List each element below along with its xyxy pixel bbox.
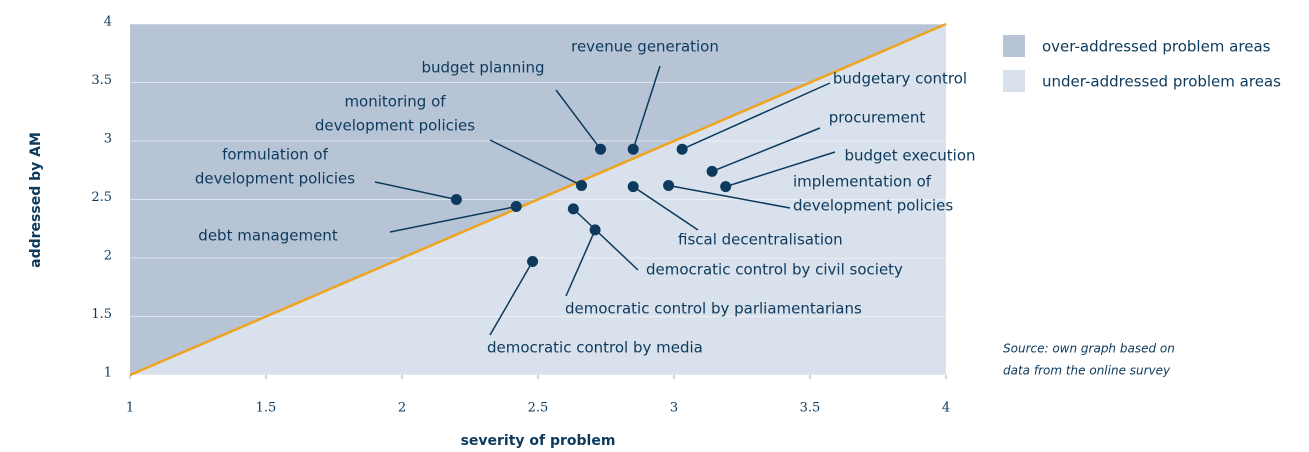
point-label: formulation of: [222, 146, 329, 164]
point-label: development policies: [315, 117, 475, 135]
point-label: debt management: [198, 227, 338, 245]
source-note: data from the online survey: [1003, 364, 1171, 378]
point: [567, 203, 579, 215]
leader-line: [668, 184, 791, 209]
point: [706, 165, 718, 177]
leader-line: [632, 65, 661, 150]
leader-line: [632, 186, 699, 231]
diagonal-line: [129, 22, 947, 377]
point: [720, 181, 732, 193]
leader-line: [681, 82, 831, 150]
point: [576, 179, 588, 191]
leader-line: [374, 181, 457, 201]
x-tick-label: 2: [398, 401, 406, 416]
x-tick-label: 3: [670, 401, 678, 416]
y-tick-label: 3: [104, 132, 112, 147]
point: [663, 179, 675, 191]
point-label: implementation of: [793, 173, 932, 191]
point: [627, 181, 639, 193]
point: [510, 201, 522, 213]
point-label: monitoring of: [344, 93, 446, 111]
y-tick-label: 2: [104, 249, 112, 264]
y-axis-label: addressed by AM: [28, 132, 44, 268]
point-label: budget planning: [421, 59, 544, 77]
point-label: democratic control by civil society: [646, 261, 903, 279]
point-label: democratic control by parliamentarians: [565, 300, 862, 318]
leader-line: [389, 205, 517, 233]
legend-label: over-addressed problem areas: [1042, 38, 1271, 56]
point-label: revenue generation: [571, 38, 719, 56]
point: [676, 143, 688, 155]
leader-line: [489, 139, 582, 187]
y-tick-label: 2.5: [91, 190, 112, 205]
point: [627, 143, 639, 155]
x-tick-label: 2.5: [528, 401, 549, 416]
legend-swatch: [1003, 35, 1025, 57]
leader-line: [725, 151, 836, 188]
source-note: Source: own graph based on: [1003, 342, 1175, 356]
y-tick-label: 4: [104, 15, 112, 30]
x-tick-label: 4: [942, 401, 950, 416]
y-tick-label: 3.5: [91, 73, 112, 88]
leader-line: [711, 127, 821, 173]
point-label: development policies: [793, 197, 953, 215]
y-tick-label: 1.5: [91, 307, 112, 322]
point: [595, 143, 607, 155]
legend-label: under-addressed problem areas: [1042, 73, 1281, 91]
point: [589, 224, 601, 236]
point-label: development policies: [195, 170, 355, 188]
leader-line: [555, 89, 602, 150]
x-tick-label: 1.5: [256, 401, 277, 416]
y-tick-label: 1: [104, 366, 112, 381]
legend-swatch: [1003, 70, 1025, 92]
point-label: budgetary control: [833, 70, 967, 88]
leader-line: [572, 208, 639, 271]
x-tick-label: 1: [126, 401, 134, 416]
point-label: budget execution: [844, 147, 975, 165]
leader-line: [489, 261, 534, 336]
point-label: fiscal decentralisation: [678, 231, 843, 249]
point-label: procurement: [829, 109, 926, 127]
x-axis-label: severity of problem: [461, 433, 616, 449]
point: [527, 256, 539, 268]
leader-line: [565, 229, 596, 297]
point: [450, 194, 462, 205]
x-tick-label: 3.5: [800, 401, 821, 416]
point-label: democratic control by media: [487, 339, 703, 357]
